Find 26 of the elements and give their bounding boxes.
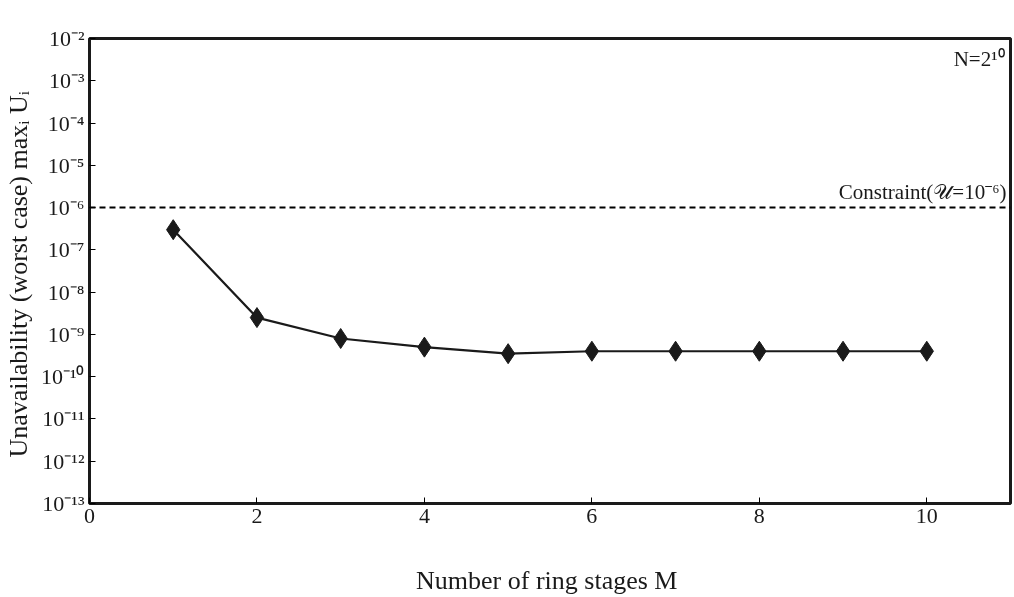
y-tick-label: 10⁻² xyxy=(48,26,85,51)
y-tick-label: 10⁻³ xyxy=(48,68,85,94)
annotation: N=2¹⁰ xyxy=(953,46,1005,71)
y-tick-label: 10⁻⁴ xyxy=(47,110,85,136)
y-axis-title: Unavailability (worst case) maxᵢ Uᵢ xyxy=(3,90,33,458)
x-tick-label: 6 xyxy=(586,502,598,528)
annotation: Constraint(𝒰=10⁻⁶) xyxy=(838,179,1007,204)
y-tick-label: 10⁻¹³ xyxy=(42,491,85,516)
point xyxy=(249,307,265,329)
y-tick-label: 10⁻⁷ xyxy=(47,237,85,263)
point xyxy=(500,343,516,365)
x-tick-label: 10 xyxy=(915,502,938,528)
y-tick-label: 10⁻⁵ xyxy=(47,152,85,178)
point xyxy=(584,340,600,362)
x-axis-title: Number of ring stages M xyxy=(416,565,678,595)
x-tick-label: 2 xyxy=(251,502,263,528)
x-tick-label: 4 xyxy=(418,502,430,528)
y-tick-label: 10⁻⁹ xyxy=(47,321,85,347)
point xyxy=(835,340,851,362)
y-tick-label: 10⁻¹¹ xyxy=(42,406,85,432)
x-tick-label: 8 xyxy=(753,502,765,528)
y-tick-label: 10⁻⁸ xyxy=(47,279,85,305)
y-tick-label: 10⁻⁶ xyxy=(47,195,85,221)
y-tick-label: 10⁻¹² xyxy=(42,448,85,474)
x-tick-label: 0 xyxy=(84,502,95,528)
y-tick-label: 10⁻¹⁰ xyxy=(40,364,85,390)
